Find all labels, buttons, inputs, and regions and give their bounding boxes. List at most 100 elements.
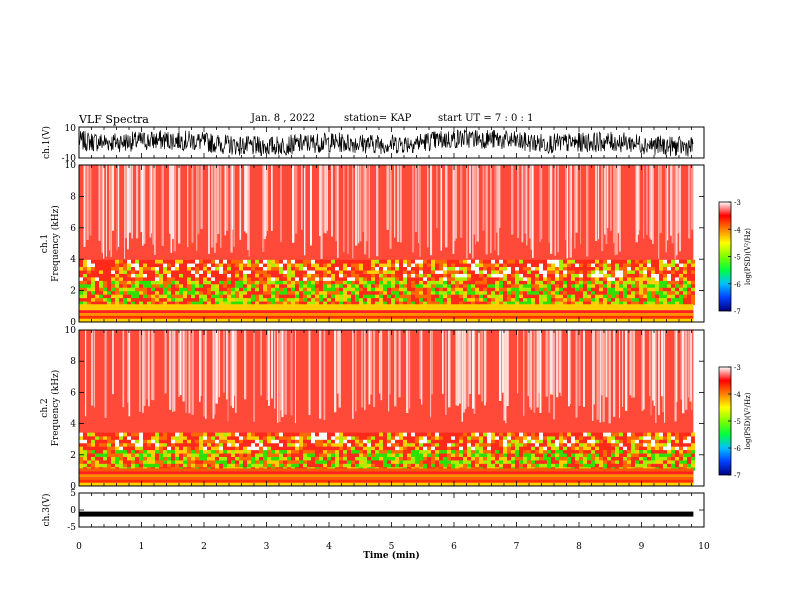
ch1-cell — [687, 270, 691, 274]
ch2-cell — [131, 456, 135, 461]
ch2-streak — [379, 330, 381, 394]
ch2-cell — [111, 460, 115, 464]
ch2-cell — [623, 432, 627, 437]
ch1-cell — [151, 266, 155, 271]
ch1-cell — [175, 270, 179, 274]
ch2-cell — [319, 453, 323, 457]
ch1-cell — [423, 294, 427, 299]
ch2-streak — [560, 330, 562, 396]
ch2-cell — [107, 449, 111, 454]
ch1-cell — [423, 284, 427, 288]
ch1-cell — [563, 284, 567, 288]
ch1-cell — [215, 280, 219, 285]
ch1-cell — [95, 277, 99, 281]
ch2-cell — [671, 463, 675, 468]
ch1-cell — [659, 284, 663, 288]
ch1-cell — [603, 301, 607, 306]
ch1-cell — [539, 284, 543, 288]
ch1-cell — [683, 270, 687, 274]
ch1-cell — [615, 277, 619, 281]
ch2-cell — [203, 439, 207, 444]
ch1-cell — [179, 270, 183, 274]
ch1-y-tick-label: 4 — [70, 255, 76, 265]
ch1-cell — [463, 259, 467, 264]
ch1-cell — [315, 290, 319, 295]
ch1-cell — [651, 259, 655, 264]
ch2-cell — [371, 460, 375, 464]
ch2-cell — [411, 449, 415, 454]
ch1-cell — [395, 259, 399, 264]
ch1-cell — [359, 277, 363, 281]
ch2-cell — [547, 432, 551, 437]
ch1-cell — [639, 273, 643, 278]
ch1-cell — [343, 297, 347, 302]
ch1-cell — [415, 294, 419, 299]
ch1-cell — [511, 263, 515, 268]
ch1-cell — [595, 287, 599, 292]
ch2-cell — [691, 460, 695, 464]
ch1-cell — [227, 287, 231, 292]
ch1-cell — [583, 263, 587, 268]
ch2-cell — [267, 449, 271, 454]
ch2-cell — [323, 453, 327, 457]
ch1-cell — [195, 297, 199, 302]
ch1-streak — [667, 165, 669, 241]
ch2-cell — [379, 446, 383, 451]
ch2-cell — [579, 439, 583, 444]
ch2-cell — [343, 442, 347, 447]
ch2-cell — [635, 449, 639, 454]
ch1-cell — [423, 273, 427, 278]
ch2-cell — [335, 453, 339, 457]
ch2-cell — [191, 453, 195, 457]
ch2-cell — [571, 432, 575, 437]
ch1-cell — [307, 284, 311, 288]
ch1-cell — [571, 259, 575, 264]
ch2-cell — [303, 446, 307, 451]
ch1-cell — [459, 301, 463, 306]
ch2-cell — [171, 432, 175, 437]
ch1-cell — [275, 287, 279, 292]
ch1-cell — [219, 284, 223, 288]
ch1-cell — [643, 273, 647, 278]
ch1-cell — [335, 294, 339, 299]
ch2-cell — [339, 432, 343, 437]
ch2-cell — [303, 432, 307, 437]
ch1-cell — [195, 284, 199, 288]
ch1-cell — [455, 290, 459, 295]
ch1-cell — [87, 280, 91, 285]
ch1-cell — [107, 280, 111, 285]
ch1-cell — [599, 266, 603, 271]
ch1-streak — [436, 165, 438, 229]
ch2-cell — [527, 460, 531, 464]
ch1-cell — [143, 277, 147, 281]
ch2-cell — [495, 446, 499, 451]
ch1-cell — [659, 301, 663, 306]
ch1-cell — [195, 280, 199, 285]
ch1-cell — [123, 277, 127, 281]
ch1-cell — [195, 277, 199, 281]
ch1-cell — [655, 287, 659, 292]
ch1-cell — [543, 273, 547, 278]
ch1-cell — [551, 263, 555, 268]
ch1-cell — [427, 270, 431, 274]
ch1-cell — [107, 287, 111, 292]
ch2-cell — [127, 449, 131, 454]
ch2-cell — [203, 436, 207, 440]
ch1-cell — [523, 301, 527, 306]
ch1-cell — [507, 297, 511, 302]
ch2-cell — [103, 432, 107, 437]
ch2-cell — [127, 463, 131, 468]
ch2-cell — [631, 436, 635, 440]
ch1-cell — [623, 280, 627, 285]
ch2-cell — [471, 449, 475, 454]
ch1-cell — [299, 290, 303, 295]
ch1-streak — [280, 165, 282, 242]
ch2-cell — [199, 456, 203, 461]
ch1-cell — [527, 294, 531, 299]
ch2-cell — [127, 439, 131, 444]
ch2-cell — [535, 432, 539, 437]
ch1-streak — [497, 165, 500, 256]
ch1-streak — [613, 165, 615, 243]
ch1-cell — [435, 294, 439, 299]
ch2-cell — [363, 463, 367, 468]
